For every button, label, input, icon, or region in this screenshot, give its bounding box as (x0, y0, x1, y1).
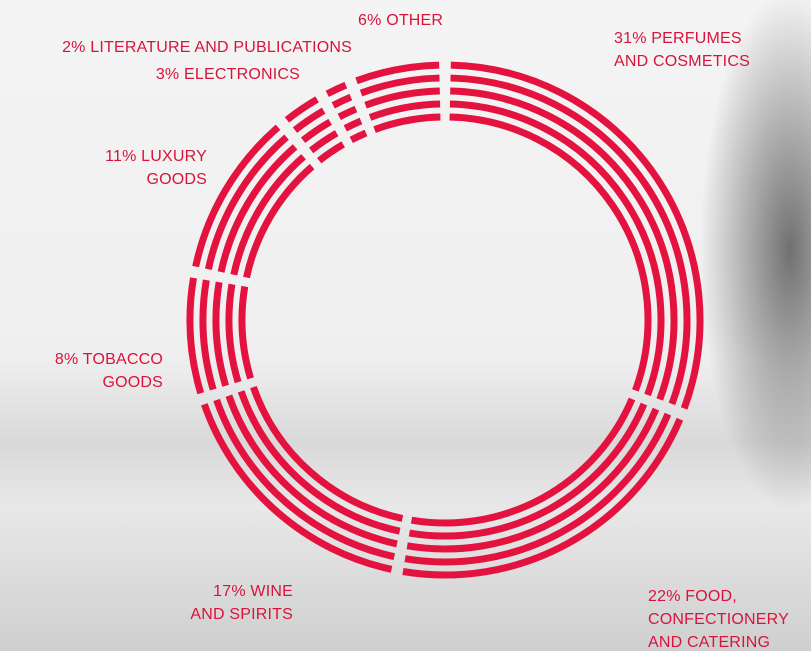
value-label: 3% (155, 66, 180, 83)
category-label: FOOD, CONFECTIONERY AND CATERING (648, 588, 789, 651)
segment-label: 6% OTHER (358, 9, 478, 32)
segment-label: 17% WINE AND SPIRITS (185, 580, 293, 626)
segment-label: 8% TOBACCO GOODS (48, 348, 163, 394)
value-label: 22% (648, 588, 681, 605)
donut-segment (186, 277, 254, 395)
donut-segment (284, 96, 345, 164)
donut-segment (325, 81, 368, 144)
value-label: 6% (358, 12, 382, 29)
donut-segment (192, 124, 315, 279)
segment-label: 2% LITERATURE AND PUBLICATIONS (0, 36, 352, 59)
segment-label: 3% ELECTRONICS (100, 63, 300, 86)
segment-label: 31% PERFUMES AND COSMETICS (614, 27, 759, 73)
donut-segment (449, 61, 704, 410)
value-label: 31% (614, 30, 647, 47)
value-label: 2% (62, 39, 86, 56)
category-label: TOBACCO GOODS (82, 351, 163, 391)
value-label: 17% (213, 583, 246, 600)
donut-segment (201, 385, 404, 573)
category-label: PERFUMES AND COSMETICS (614, 30, 750, 70)
category-label: LITERATURE AND PUBLICATIONS (90, 39, 352, 56)
value-label: 8% (54, 351, 79, 368)
segment-label: 11% LUXURY GOODS (103, 145, 207, 191)
category-label: LUXURY GOODS (141, 148, 207, 188)
category-label: WINE AND SPIRITS (190, 583, 293, 623)
category-label: ELECTRONICS (184, 66, 300, 83)
category-label: OTHER (386, 12, 444, 29)
donut-segment (402, 397, 684, 579)
donut-segment (355, 61, 441, 133)
value-label: 11% (105, 148, 137, 165)
segment-label: 22% FOOD, CONFECTIONERY AND CATERING (648, 585, 798, 654)
